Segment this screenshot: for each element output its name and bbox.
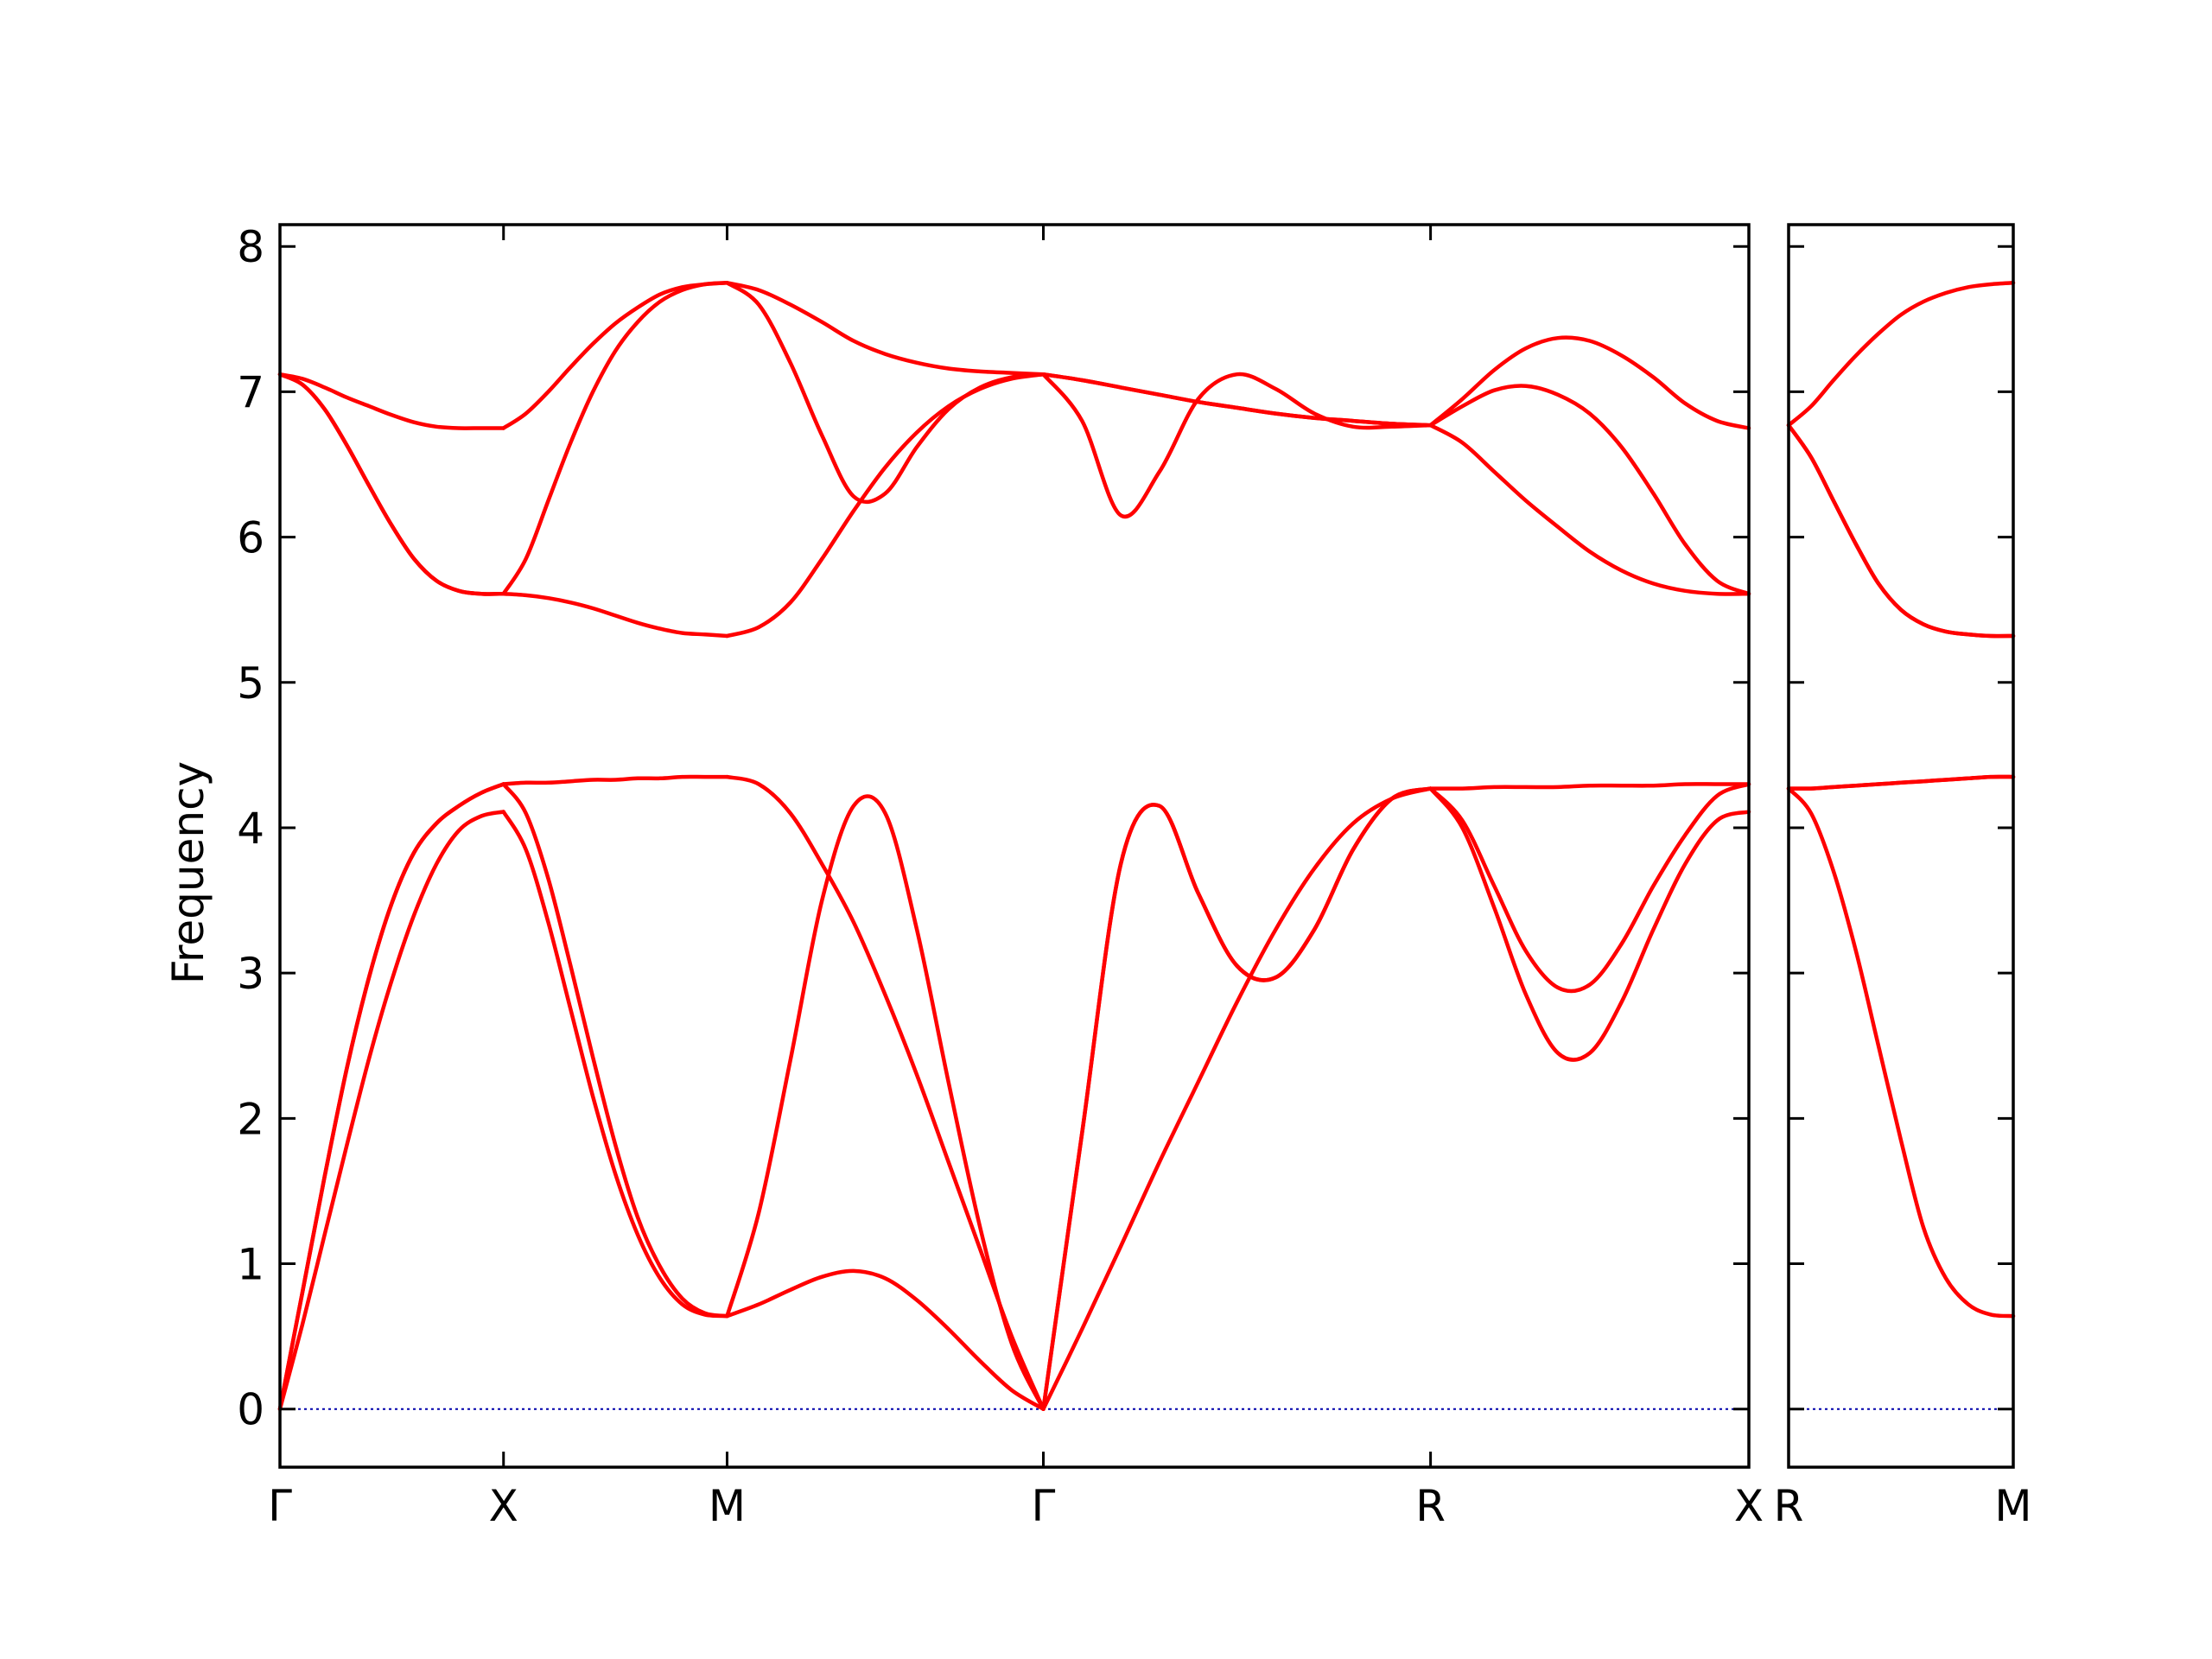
x-tick-label: Γ	[1032, 1481, 1056, 1531]
band-line-p1-s4-b1	[1041, 786, 1433, 1411]
band-line-p1-s2-b1	[501, 810, 729, 1319]
band-line-p1-s3-b4	[725, 372, 1046, 639]
band-line-p1-s2-b3	[501, 774, 729, 786]
y-tick-label: 8	[237, 222, 264, 272]
y-tick-label: 1	[237, 1240, 264, 1290]
plot-frame	[278, 223, 1751, 1469]
x-tick-label: X	[489, 1481, 518, 1531]
x-tick-label: Γ	[268, 1481, 292, 1531]
band-line-p1-s3-b6	[725, 281, 1046, 377]
band-line-p1-s1-b4	[277, 372, 505, 596]
x-tick-label: M	[709, 1481, 746, 1531]
band-line-p2-s1-b3	[1786, 774, 2016, 791]
plot-frame	[1787, 223, 2015, 1469]
y-tick-label: 5	[237, 658, 264, 709]
y-tick-label: 3	[237, 949, 264, 999]
band-line-p1-s5-b2	[1428, 782, 1751, 994]
band-line-p1-s2-b5	[501, 281, 729, 596]
band-line-p2-s1-b6	[1786, 281, 2016, 428]
x-tick-label: R	[1415, 1481, 1446, 1531]
y-tick-label: 4	[237, 804, 264, 854]
x-tick-label: R	[1774, 1481, 1804, 1531]
band-line-p1-s1-b5	[277, 372, 505, 596]
y-tick-label: 7	[237, 367, 264, 417]
band-line-p1-s3-b2	[725, 794, 1046, 1411]
band-line-p2-s1-b4	[1786, 423, 2016, 639]
band-line-p2-s1-b5	[1786, 423, 2016, 639]
panel-1: 0 1 2 3 4 5 6 7 8 Γ X M Γ R X	[237, 222, 1764, 1531]
y-tick-label: 0	[237, 1385, 264, 1435]
band-line-p1-s2-b6	[501, 281, 729, 430]
x-tick-label: X	[1734, 1481, 1764, 1531]
band-line-p2-s1-b1	[1786, 786, 2016, 1319]
band-line-p1-s1-b2	[277, 782, 505, 1411]
band-line-p1-s1-b1	[277, 810, 505, 1411]
y-tick-label: 2	[237, 1094, 264, 1144]
y-axis-label: Frequency	[163, 761, 213, 984]
band-line-p1-s3-b5	[725, 281, 1046, 505]
band-line-p1-s2-b2	[501, 782, 729, 1319]
band-line-p1-s2-b4	[501, 591, 729, 639]
band-line-p1-s5-b3	[1428, 782, 1751, 791]
band-line-p1-s1-b3	[277, 782, 505, 1411]
x-tick-label: M	[1994, 1481, 2031, 1531]
band-line-p1-s4-b3	[1041, 786, 1433, 1411]
band-line-p1-s4-b4	[1041, 372, 1433, 519]
band-line-p1-s1-b6	[277, 372, 505, 430]
band-line-p1-s3-b1	[725, 1268, 1046, 1411]
band-line-p1-s5-b1	[1428, 786, 1751, 1062]
band-line-p1-s4-b2	[1041, 786, 1433, 1411]
band-line-p1-s5-b5	[1428, 384, 1751, 596]
band-line-p1-s3-b3	[725, 774, 1046, 1411]
band-line-p1-s4-b6	[1041, 372, 1433, 428]
band-line-p1-s5-b4	[1428, 423, 1751, 596]
band-line-p1-s5-b6	[1428, 335, 1751, 430]
y-tick-label: 6	[237, 513, 264, 563]
